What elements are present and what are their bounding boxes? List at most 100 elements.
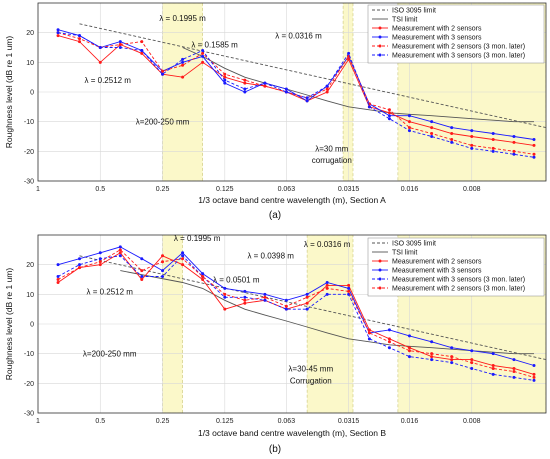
data-point	[223, 295, 227, 299]
y-tick-label: -20	[24, 149, 34, 156]
legend-entry: Measurement with 3 sensors (3 mon. later…	[392, 53, 525, 60]
data-point	[470, 129, 474, 133]
series	[56, 248, 536, 379]
data-point	[430, 340, 434, 344]
data-point	[201, 278, 205, 281]
data-point	[305, 301, 309, 305]
data-point	[407, 120, 411, 124]
legend-entry: TSI limit	[392, 17, 417, 24]
data-point	[201, 48, 205, 52]
data-point	[284, 307, 288, 311]
data-point	[387, 117, 391, 121]
data-point	[181, 57, 185, 61]
data-point	[470, 135, 474, 138]
data-point	[407, 346, 411, 350]
data-point	[532, 152, 536, 156]
data-point	[201, 51, 205, 55]
x-tick-label: 0.008	[463, 418, 481, 425]
y-tick-label: 0	[30, 322, 34, 329]
series-line	[182, 47, 534, 123]
data-point	[118, 248, 122, 252]
data-point	[430, 126, 434, 130]
data-point	[387, 337, 391, 341]
data-point	[347, 51, 351, 55]
data-point	[140, 275, 144, 279]
data-point	[223, 72, 227, 76]
series-line	[57, 246, 535, 366]
panel-caption: (a)	[269, 210, 281, 221]
y-tick-label: 10	[26, 60, 34, 67]
y-axis-label: Roughness level (dB re 1 um)	[4, 36, 14, 149]
data-point	[450, 126, 454, 130]
data-point	[78, 266, 82, 270]
data-point	[140, 51, 144, 55]
data-point	[532, 375, 536, 379]
data-point	[161, 269, 165, 273]
data-point	[78, 37, 82, 41]
data-point	[78, 263, 82, 267]
data-point	[450, 132, 454, 136]
data-point	[140, 269, 144, 273]
y-axis-label: Roughness level (dB re 1 um)	[4, 268, 14, 381]
legend-marker	[378, 259, 382, 263]
annotation-label: λ = 0.0316 m	[304, 240, 351, 249]
data-point	[491, 132, 495, 136]
data-point	[387, 108, 391, 112]
data-point	[532, 155, 536, 159]
data-point	[98, 257, 102, 261]
data-point	[387, 346, 391, 350]
legend-entry: Measurement with 2 sensors (3 mon. later…	[392, 286, 525, 293]
data-point	[512, 369, 516, 373]
x-tick-label: 0.063	[278, 418, 296, 425]
x-axis-label: 1/3 octave band centre wavelength (m), S…	[198, 195, 386, 205]
legend-entry: ISO 3095 limit	[392, 241, 436, 248]
y-tick-label: 20	[26, 262, 34, 269]
data-point	[450, 358, 454, 362]
data-point	[491, 372, 495, 376]
data-point	[118, 43, 122, 47]
series-line	[57, 35, 535, 146]
data-point	[305, 292, 309, 296]
data-point	[387, 340, 391, 344]
y-tick-label: -10	[24, 119, 34, 126]
data-point	[407, 355, 411, 359]
x-tick-label: 0.063	[278, 186, 296, 193]
data-point	[305, 96, 309, 100]
data-point	[532, 137, 536, 141]
series	[56, 31, 536, 159]
data-point	[325, 280, 329, 284]
data-point	[347, 289, 351, 293]
x-tick-label: 0.125	[216, 418, 234, 425]
plot-frame	[37, 234, 547, 414]
data-point	[532, 372, 536, 376]
data-point	[512, 375, 516, 379]
x-tick-label: 0.5	[95, 186, 105, 193]
data-point	[470, 367, 474, 370]
x-tick-label: 1	[36, 418, 40, 425]
data-point	[450, 137, 454, 141]
annotation-label: λ = 0.0501 m	[213, 275, 260, 284]
data-point	[181, 251, 185, 255]
annotation-label: λ = 0.2512 m	[86, 287, 133, 296]
data-point	[56, 280, 60, 284]
panel-caption: (b)	[269, 444, 281, 455]
data-point	[56, 28, 60, 32]
data-point	[161, 69, 165, 73]
data-point	[470, 361, 474, 365]
x-tick-label: 0.016	[401, 186, 419, 193]
legend-marker	[378, 53, 382, 57]
data-point	[161, 254, 165, 258]
legend-entry: Measurement with 3 sensors	[392, 268, 482, 275]
data-point	[305, 295, 309, 299]
data-point	[407, 129, 411, 133]
legend-entry: ISO 3095 limit	[392, 8, 436, 15]
plot-frame	[37, 2, 547, 182]
data-point	[140, 48, 144, 52]
x-tick-label: 0.0315	[338, 418, 360, 425]
data-point	[56, 278, 60, 281]
data-point	[491, 149, 495, 153]
data-point	[78, 257, 82, 261]
data-point	[512, 149, 516, 153]
annotation-label: λ = 0.1995 m	[174, 234, 221, 243]
chart-panel-2: -30 -20 -10 0 10 20 1 0.5 0.25 0.125 0.063 0.0315 0.…	[4, 234, 547, 455]
